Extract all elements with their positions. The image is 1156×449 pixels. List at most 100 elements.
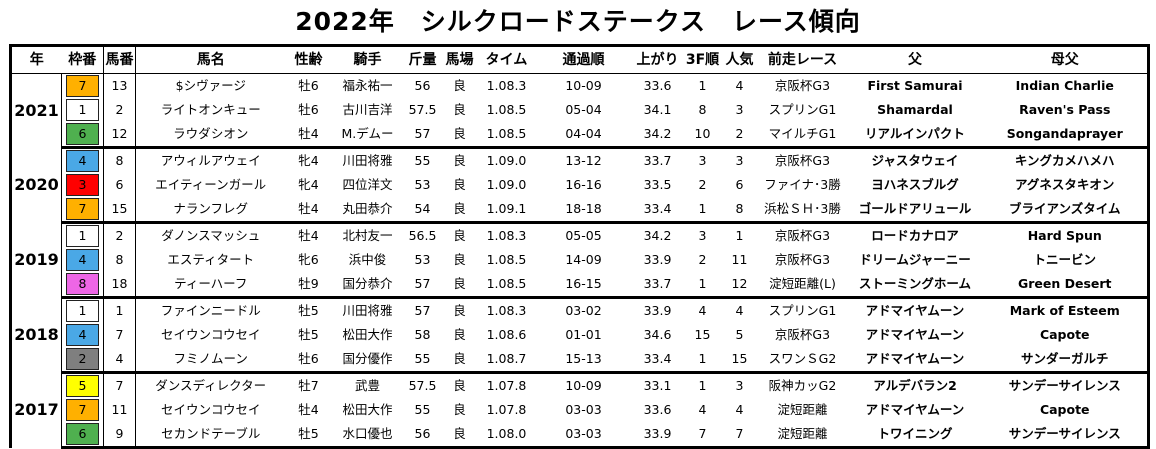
umaban-cell: 13 [103, 73, 136, 98]
umaban-cell: 2 [103, 222, 136, 248]
agari-cell: 33.6 [643, 402, 672, 417]
prev-race-cell: 京阪杯G3 [774, 153, 831, 168]
year-cell: 2018 [9, 297, 62, 373]
time-cell: 1.08.7 [477, 347, 536, 374]
umaban-cell: 6 [103, 173, 136, 197]
time-cell: 1.08.5 [486, 252, 527, 267]
popularity-cell: 7 [721, 422, 758, 449]
3f-rank-cell: 1 [683, 272, 722, 299]
time-cell: 1.07.8 [486, 402, 527, 417]
waku-cell: 1 [61, 297, 104, 323]
jockey-cell: 松田大作 [342, 327, 393, 342]
passing-cell: 16-15 [535, 272, 632, 299]
agari-cell: 34.2 [643, 228, 672, 243]
sex-age-cell: 牝6 [298, 252, 319, 267]
passing-cell: 18-18 [535, 197, 632, 224]
prev-race-cell: 阪神カッG2 [768, 378, 837, 393]
jockey-cell: 浜中俊 [348, 252, 387, 267]
col-header-jockey: 騎手 [331, 44, 404, 74]
prev-race-cell: 京阪杯G3 [774, 228, 831, 243]
prev-race-cell: 淀短距離 [777, 402, 828, 417]
agari-cell: 33.9 [643, 252, 672, 267]
waku-cell: 4 [61, 323, 104, 347]
sire-cell: ゴールドアリュール [847, 197, 983, 224]
popularity-cell: 3 [735, 102, 744, 117]
table-row: 2017 5 7 ダンスディレクター 牡7 武豊 57.5 良 1.07.8 10-09 33.1 1… [9, 372, 1150, 448]
track-cell: 良 [453, 228, 466, 243]
damsire-cell: Mark of Esteem [982, 297, 1150, 323]
jockey-cell: 川田将雅 [342, 303, 393, 318]
col-header-track: 馬場 [441, 44, 478, 74]
weight-cell: 57.5 [408, 378, 437, 393]
year-cell: 2019 [9, 222, 62, 298]
sex-age-cell: 牡5 [298, 303, 319, 318]
waku-cell: 7 [61, 73, 104, 98]
3f-rank-cell: 3 [698, 153, 707, 168]
table-row: 3 6 エイティーンガール 牝4 四位洋文 53 良 1.09.0 16-16 33.5 2 6 ファイ… [11, 173, 1150, 197]
year-cell: 2020 [9, 147, 62, 223]
waku-badge: 1 [66, 300, 99, 322]
weight-cell: 55 [414, 402, 431, 417]
waku-cell: 1 [61, 222, 104, 248]
sire-cell: アドマイヤムーン [865, 402, 965, 417]
weight-cell: 56 [403, 422, 442, 449]
damsire-cell: アグネスタキオン [982, 173, 1150, 197]
col-header-time: タイム [477, 44, 536, 74]
weight-cell: 55 [414, 153, 431, 168]
horse-name-cell: エイティーンガール [155, 177, 267, 192]
waku-cell: 7 [61, 197, 104, 224]
umaban-cell: 4 [103, 347, 136, 374]
table-row: 2021 7 13 $シヴァージ 牡6 福永祐一 56 良 1.08.3 10-09 33.6 1 4 京… [9, 73, 1150, 148]
table-row: 2020 4 8 アウィルアウェイ 牝4 川田将雅 55 良 1.09.0 13-12 33.7 3 3… [9, 147, 1150, 223]
passing-cell: 03-03 [535, 422, 632, 449]
sire-cell: アドマイヤムーン [847, 347, 983, 374]
track-cell: 良 [453, 78, 466, 93]
time-cell: 1.07.8 [486, 378, 527, 393]
prev-race-cell: 京阪杯G3 [774, 327, 831, 342]
sire-cell: ジャスタウェイ [871, 153, 959, 168]
col-header-agari: 上がり [631, 44, 684, 74]
jockey-cell: 武豊 [354, 378, 380, 393]
umaban-cell: 8 [103, 147, 136, 173]
track-cell: 良 [453, 327, 466, 342]
waku-badge: 6 [66, 423, 99, 445]
time-cell: 1.08.6 [486, 327, 527, 342]
waku-badge: 3 [66, 174, 99, 196]
track-cell: 良 [453, 402, 466, 417]
sire-cell: アドマイヤムーン [865, 327, 965, 342]
passing-cell: 05-05 [565, 228, 602, 243]
time-cell: 1.08.0 [477, 422, 536, 449]
table-row: 8 18 ティーハーフ 牡9 国分恭介 57 良 1.08.5 16-15 33.7 1 12 淀短距離… [11, 272, 1150, 299]
3f-rank-cell: 4 [698, 303, 707, 318]
horse-name-cell: アウィルアウェイ [160, 153, 261, 168]
weight-cell: 57.5 [408, 102, 437, 117]
popularity-cell: 12 [721, 272, 758, 299]
col-header-horse-name: 馬名 [135, 44, 286, 74]
passing-cell: 01-01 [565, 327, 602, 342]
passing-cell: 04-04 [535, 122, 632, 149]
time-cell: 1.09.0 [486, 177, 527, 192]
jockey-cell: 国分恭介 [331, 272, 404, 299]
waku-cell: 4 [61, 147, 104, 173]
agari-cell: 34.6 [643, 327, 672, 342]
horse-name-cell: ダンスディレクター [155, 378, 267, 393]
sire-cell: ストーミングホーム [847, 272, 983, 299]
3f-rank-cell: 2 [698, 252, 707, 267]
sex-age-cell: 牡4 [285, 197, 332, 224]
waku-badge: 6 [66, 123, 99, 145]
popularity-cell: 8 [721, 197, 758, 224]
damsire-cell: Green Desert [982, 272, 1150, 299]
damsire-cell: ブライアンズタイム [982, 197, 1150, 224]
time-cell: 1.09.0 [486, 153, 527, 168]
agari-cell: 33.4 [631, 197, 684, 224]
passing-cell: 10-09 [565, 78, 602, 93]
track-cell: 良 [441, 272, 478, 299]
popularity-cell: 4 [735, 78, 744, 93]
table-row: 7 15 ナランフレグ 牡4 丸田恭介 54 良 1.09.1 18-18 33.4 1 8 浜松ＳＨ･… [11, 197, 1150, 224]
waku-badge: 5 [66, 375, 99, 397]
waku-cell: 5 [61, 372, 104, 398]
3f-rank-cell: 1 [698, 378, 707, 393]
horse-name-cell: ファインニードル [160, 303, 261, 318]
popularity-cell: 3 [735, 153, 744, 168]
popularity-cell: 6 [735, 177, 744, 192]
